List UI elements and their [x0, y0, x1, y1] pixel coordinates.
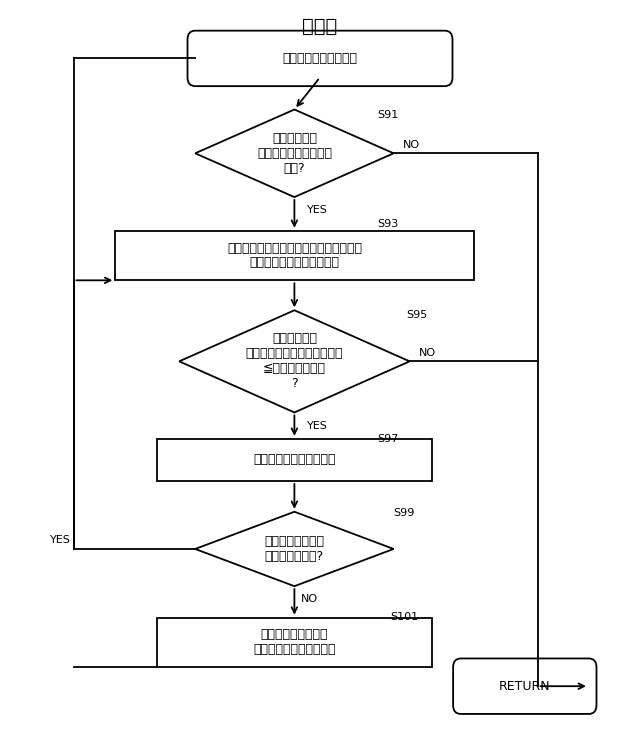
Text: RETURN: RETURN: [499, 680, 550, 693]
FancyBboxPatch shape: [188, 31, 452, 86]
Polygon shape: [179, 310, 410, 412]
Bar: [157, 439, 432, 481]
Text: 類似経路群の探索処理: 類似経路群の探索処理: [282, 52, 358, 65]
Bar: [115, 231, 474, 280]
Bar: [157, 618, 432, 667]
FancyBboxPatch shape: [453, 658, 596, 714]
Text: NO: NO: [419, 347, 436, 358]
Polygon shape: [195, 110, 394, 197]
Text: 負けラベルが
付与された最適ノード
あり?: 負けラベルが 付与された最適ノード あり?: [257, 132, 332, 174]
Text: 図２７: 図２７: [302, 17, 338, 36]
Text: S97: S97: [378, 434, 399, 445]
Text: 選択されていない
最適ノードあり?: 選択されていない 最適ノードあり?: [264, 535, 324, 563]
Text: YES: YES: [307, 205, 328, 215]
Text: S99: S99: [394, 508, 415, 518]
Text: YES: YES: [307, 420, 328, 431]
Text: 負けラベルが付与された最適ノードから
判定対象ノードを選択する: 負けラベルが付与された最適ノードから 判定対象ノードを選択する: [227, 242, 362, 269]
Text: 類似経路として設定する: 類似経路として設定する: [253, 453, 335, 466]
Text: YES: YES: [49, 535, 70, 545]
Text: S93: S93: [378, 219, 399, 229]
Text: NO: NO: [301, 594, 318, 604]
Polygon shape: [195, 512, 394, 586]
Text: 類似経路を一時的に
最適経路として設定する: 類似経路を一時的に 最適経路として設定する: [253, 629, 335, 656]
Text: S101: S101: [390, 612, 419, 622]
Text: 負けラベルと
確定ラベルとの経路コスト差
≦経路探索コスト
?: 負けラベルと 確定ラベルとの経路コスト差 ≦経路探索コスト ?: [246, 332, 343, 391]
Text: NO: NO: [403, 139, 420, 150]
Text: S91: S91: [378, 110, 399, 120]
Text: S95: S95: [406, 310, 428, 320]
